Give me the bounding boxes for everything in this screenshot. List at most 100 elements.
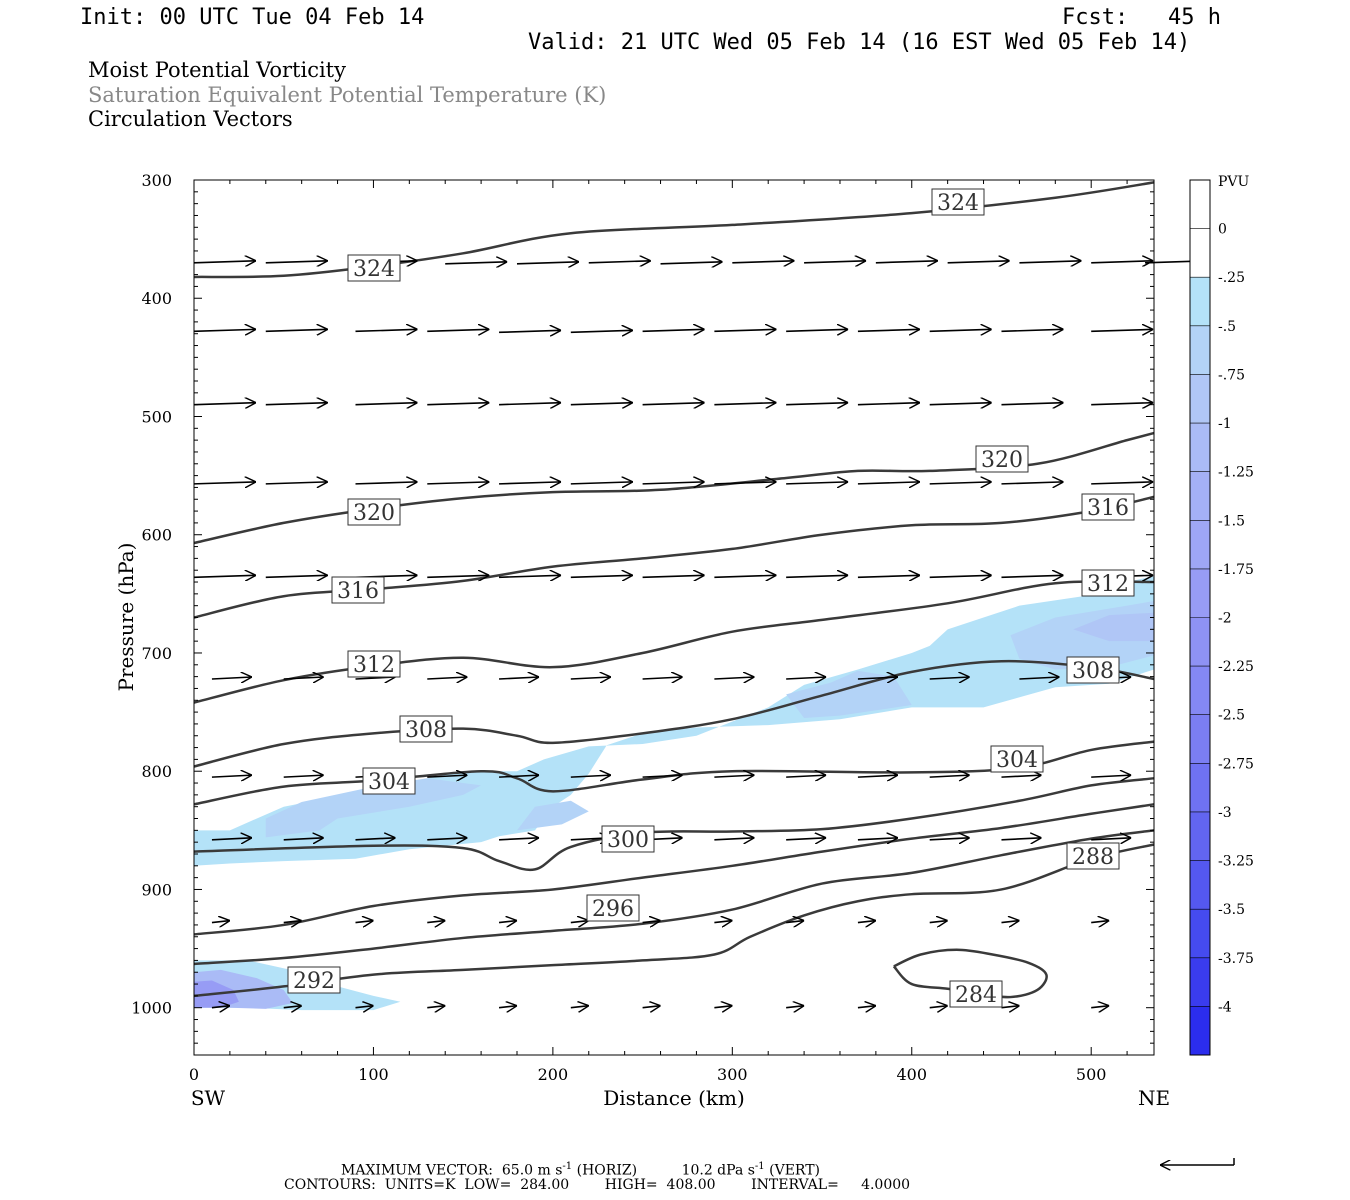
y-axis-label: Pressure (hPa) (114, 543, 138, 692)
vector-2-8 (786, 403, 848, 405)
colorbar-label-5: -1.25 (1218, 465, 1254, 481)
vector-2-3 (427, 403, 489, 405)
vector-1-3 (427, 329, 489, 331)
vector-4-7 (714, 575, 776, 577)
vector-6-9 (857, 775, 898, 777)
colorbar-segment-17 (1190, 1006, 1210, 1056)
vector-7-2 (355, 838, 395, 840)
ytick-label-1000: 1000 (131, 999, 172, 1018)
vector-9-4 (498, 1006, 517, 1008)
vector-9-11 (1001, 1006, 1019, 1008)
pv-shading (194, 576, 1154, 1011)
pv-region-5 (1073, 612, 1154, 642)
vector-8-6 (642, 921, 661, 923)
vector-8-11 (1001, 921, 1019, 923)
colorbar-segment-6 (1190, 471, 1210, 521)
vector-9-8 (786, 1006, 804, 1008)
svg-text:296: 296 (592, 897, 634, 922)
colorbar-segment-3 (1190, 325, 1210, 375)
vector-6-8 (786, 775, 826, 777)
vector-1-12 (1091, 329, 1153, 331)
vector-7-12 (1091, 838, 1131, 840)
colorbar-label-1: -.25 (1218, 270, 1245, 286)
contour-label-316-5: 316 (331, 576, 385, 604)
vector-5-5 (570, 677, 611, 679)
svg-text:304: 304 (996, 748, 1038, 773)
svg-text:324: 324 (937, 191, 979, 216)
vector-9-0 (211, 1006, 230, 1008)
colorbar-label-6: -1.5 (1218, 513, 1245, 529)
vector-9-3 (427, 1006, 445, 1008)
colorbar-label-7: -1.75 (1218, 562, 1254, 578)
vector-2-9 (857, 403, 920, 405)
vector-5-6 (642, 677, 683, 679)
svg-text:288: 288 (1072, 845, 1114, 870)
vector-2-11 (1001, 403, 1063, 405)
vector-8-12 (1091, 921, 1109, 923)
vector-3-4 (499, 482, 561, 484)
vector-6-6 (642, 775, 683, 777)
contour-label-304-10: 304 (362, 767, 416, 795)
contour-288-9 (193, 843, 1155, 998)
vector-5-1 (283, 677, 324, 679)
svg-text:292: 292 (293, 969, 335, 994)
vector-7-9 (857, 838, 898, 840)
vector-0-10 (947, 261, 1010, 263)
ytick-label-900: 900 (141, 880, 172, 899)
svg-text:308: 308 (1072, 659, 1114, 684)
vector-4-3 (427, 575, 489, 577)
vector-3-1 (265, 482, 328, 484)
vector-3-5 (570, 482, 633, 484)
vector-8-5 (570, 921, 589, 923)
contour-label-284-16: 284 (949, 980, 1003, 1008)
vector-4-11 (1001, 575, 1063, 577)
vector-8-1 (283, 921, 302, 923)
vector-3-3 (427, 482, 489, 484)
svg-text:300: 300 (607, 828, 649, 853)
colorbar-label-8: -2 (1218, 611, 1232, 627)
vector-3-0 (193, 482, 256, 484)
vector-4-5 (570, 575, 633, 577)
colorbar-segment-13 (1190, 811, 1210, 862)
max-vector-line: MAXIMUM VECTOR: 65.0 m s-1 (HORIZ) 10.2 … (341, 1159, 820, 1179)
field-title-theta: Saturation Equivalent Potential Temperat… (88, 83, 607, 107)
colorbar: PVU 0 -.25 -.5 -.75 -1 -1.25 -1.5 -1.75 -2 -2.25 -2… (1189, 174, 1254, 1056)
init-time: Init: 00 UTC Tue 04 Feb 14 (80, 5, 425, 30)
vector-8-7 (714, 921, 732, 923)
vector-4-0 (193, 575, 256, 577)
vector-2-0 (193, 403, 256, 405)
colorbar-label-2: -.5 (1218, 319, 1236, 335)
pv-region-0 (194, 576, 1154, 866)
vector-3-12 (1091, 482, 1153, 484)
vector-5-9 (857, 677, 898, 679)
colorbar-label-3: -.75 (1218, 367, 1245, 383)
ytick-label-700: 700 (141, 644, 172, 663)
contour-label-308-9: 308 (399, 715, 453, 743)
contour-label-304-11: 304 (990, 745, 1044, 773)
ytick-label-800: 800 (141, 762, 172, 781)
vector-0-4 (516, 262, 579, 264)
colorbar-segment-4 (1190, 374, 1210, 424)
vector-6-5 (570, 775, 611, 777)
vector-7-10 (929, 838, 970, 840)
contour-info: CONTOURS: UNITS=K LOW= 284.00 HIGH= 408.… (284, 1177, 911, 1193)
xtick-label-400: 400 (896, 1065, 927, 1084)
vector-0-5 (588, 261, 651, 263)
exp-horiz: -1 (562, 1161, 573, 1172)
svg-text:312: 312 (353, 653, 395, 678)
vector-1-7 (714, 329, 776, 331)
colorbar-segment-5 (1190, 423, 1210, 473)
svg-text:320: 320 (981, 448, 1023, 473)
vector-9-10 (929, 1006, 948, 1008)
vector-0-0 (193, 261, 256, 263)
colorbar-segment-2 (1190, 277, 1210, 327)
vector-6-11 (1001, 775, 1041, 777)
contour-label-292-14: 292 (287, 966, 341, 994)
vector-4-9 (857, 575, 920, 577)
ytick-label-300: 300 (141, 171, 172, 190)
vector-2-2 (355, 403, 417, 405)
contour-324-0 (193, 181, 1155, 279)
x-axis-label: Distance (km) (603, 1086, 745, 1110)
vector-6-10 (929, 775, 970, 777)
colorbar-label-12: -3 (1218, 805, 1232, 821)
